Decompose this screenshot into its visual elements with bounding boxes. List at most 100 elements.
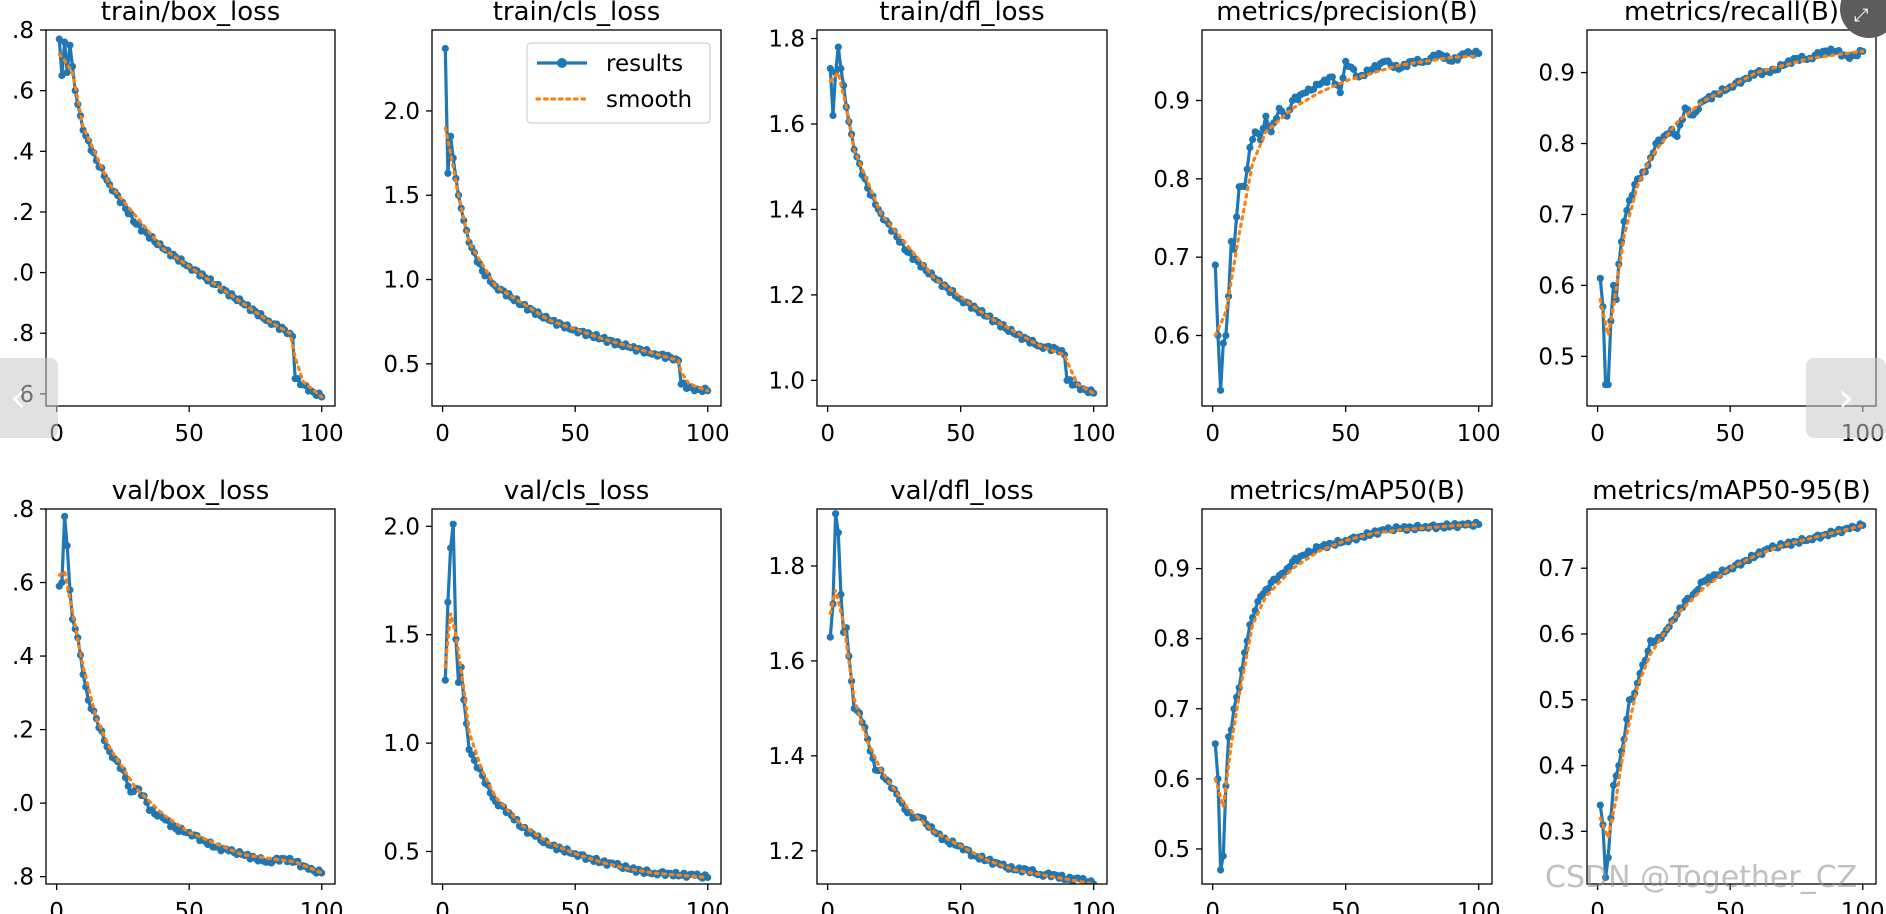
x-tick-label: 0	[49, 899, 64, 914]
results-point	[834, 43, 842, 51]
chart-title: metrics/mAP50(B)	[1229, 476, 1465, 506]
panel-val-box-loss: val/box_loss 0 50 100 .8 .0 .2 .4 .6 .8	[12, 476, 344, 914]
results-point	[1254, 129, 1262, 138]
panel-train-dfl-loss: train/dfl_loss 0 50 100 1.0 1.2 1.4 1.6 1.8	[768, 0, 1115, 447]
results-point	[1596, 274, 1604, 282]
results-line	[828, 45, 1095, 395]
results-line	[1213, 49, 1480, 392]
x-tick-label: 0	[435, 421, 450, 447]
y-tick-label: 1.2	[768, 839, 805, 865]
results-point	[1623, 206, 1631, 215]
panel-metrics-map50-95-b: metrics/mAP50-95(B) 0 50 100 0.3 0.4 0.5 0.6 0.7	[1538, 476, 1884, 914]
y-tick-label: 0.5	[1153, 837, 1190, 863]
panel-val-cls-loss: val/cls_loss 0 50 100 0.5 1.0 1.5 2.0	[383, 476, 729, 914]
x-tick-label: 100	[300, 421, 344, 447]
results-point	[1475, 49, 1483, 58]
results-point	[1596, 801, 1604, 809]
results-point	[1227, 237, 1235, 246]
chart-title: val/box_loss	[112, 476, 270, 506]
results-point	[1609, 781, 1618, 789]
panel-val-dfl-loss: val/dfl_loss 0 50 100 1.2 1.4 1.6 1.8	[768, 476, 1115, 914]
x-tick-label: 50	[561, 421, 590, 447]
results-point	[441, 44, 449, 53]
smooth-line	[1598, 49, 1865, 336]
y-tick-label: 1.5	[383, 183, 420, 209]
y-tick-label: 0.9	[1538, 61, 1575, 87]
axes-frame	[1586, 508, 1877, 885]
chart-title: val/cls_loss	[504, 476, 650, 506]
results-point	[826, 64, 834, 73]
results-point	[1673, 132, 1681, 140]
results-point	[1602, 873, 1610, 882]
previous-image-button[interactable]: ‹	[0, 358, 58, 438]
x-tick-label: 100	[686, 421, 730, 447]
y-tick-label: 0.7	[1538, 202, 1575, 228]
y-tick-label: 0.5	[383, 352, 420, 378]
panel-metrics-map50-b: metrics/mAP50(B) 0 50 100 0.5 0.6 0.7 0.8 0.9	[1153, 476, 1500, 914]
results-point	[1211, 261, 1219, 269]
y-tick-label: .8	[12, 18, 34, 44]
results-point	[58, 71, 66, 80]
y-tick-label: 0.8	[1538, 132, 1575, 158]
results-point	[1350, 65, 1358, 73]
results-point	[1264, 584, 1273, 592]
results-point	[61, 512, 69, 521]
results-point	[826, 633, 834, 641]
results-point	[441, 676, 449, 684]
results-point	[829, 111, 837, 120]
results-point	[1066, 376, 1074, 384]
x-tick-label: 0	[1205, 899, 1220, 914]
results-point	[55, 35, 63, 43]
smooth-line	[1598, 523, 1865, 844]
x-tick-label: 100	[1072, 421, 1116, 447]
results-point	[832, 510, 840, 518]
smooth-line	[443, 126, 710, 393]
results-point	[63, 542, 71, 550]
legend: results smooth	[526, 42, 711, 124]
y-tick-label: 0.6	[1538, 273, 1575, 299]
y-tick-label: 0.6	[1153, 767, 1190, 793]
next-image-button[interactable]: ›	[1806, 358, 1886, 438]
axes-frame	[816, 508, 1108, 885]
results-point	[1211, 740, 1219, 748]
results-point	[1246, 143, 1254, 152]
results-point	[837, 590, 845, 599]
y-tick-label: 1.4	[768, 197, 805, 223]
y-tick-label: 0.7	[1153, 697, 1190, 723]
smooth-line	[57, 52, 324, 399]
results-point	[1217, 866, 1225, 874]
results-point	[61, 38, 69, 46]
y-tick-label: 0.8	[1153, 627, 1190, 653]
legend-smooth-label: smooth	[606, 87, 692, 113]
results-point	[63, 68, 71, 77]
panel-metrics-precision-b: metrics/precision(B) 0 50 100 0.6 0.7 0.8 0.9	[1153, 0, 1500, 447]
y-tick-label: .8	[12, 321, 34, 347]
chart-title: metrics/mAP50-95(B)	[1592, 476, 1871, 506]
x-tick-label: 50	[1331, 421, 1360, 447]
y-tick-label: 1.5	[383, 623, 420, 649]
results-point	[906, 249, 914, 257]
results-line	[57, 514, 323, 875]
x-tick-label: 0	[1205, 421, 1220, 447]
x-tick-label: 50	[1331, 899, 1360, 914]
results-point	[1217, 386, 1225, 394]
axes-frame	[431, 29, 722, 407]
results-point	[127, 210, 135, 218]
results-line	[443, 522, 709, 880]
results-point	[470, 756, 478, 765]
smooth-line	[828, 589, 1096, 884]
results-point	[1243, 165, 1251, 173]
axes-frame	[1586, 29, 1877, 407]
axes-frame	[1201, 29, 1493, 407]
panel-train-cls-loss: train/cls_loss 0 50 100 0.5 1.0 1.5 2.0 results s…	[383, 0, 729, 447]
y-tick-label: 0.3	[1538, 819, 1575, 845]
results-point	[66, 41, 74, 49]
chart-title: metrics/precision(B)	[1216, 0, 1477, 27]
results-point	[1328, 73, 1336, 81]
results-point	[121, 774, 130, 782]
results-point	[164, 817, 172, 825]
results-point	[1262, 112, 1270, 120]
x-tick-label: 50	[175, 421, 204, 447]
y-tick-label: 1.2	[768, 283, 805, 309]
results-line	[828, 512, 1095, 884]
